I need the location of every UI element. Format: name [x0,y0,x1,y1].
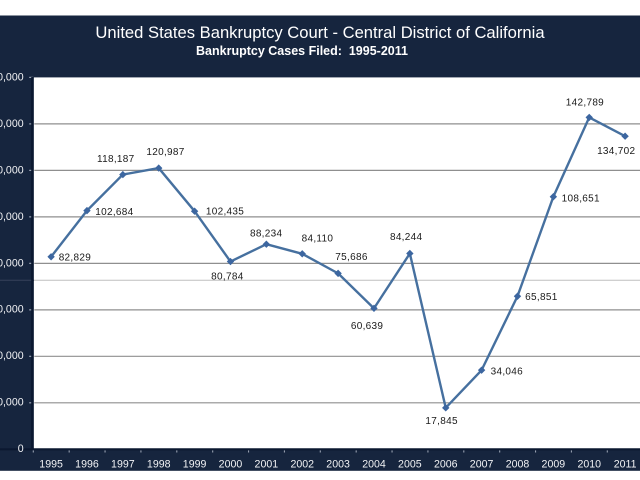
svg-text:1998: 1998 [147,458,171,470]
svg-text:75,686: 75,686 [335,252,368,263]
svg-text:2008: 2008 [506,458,530,470]
svg-text:2002: 2002 [290,458,314,470]
svg-text:160,000: 160,000 [0,71,24,83]
svg-text:1995: 1995 [39,458,63,470]
svg-text:1999: 1999 [183,458,207,470]
svg-text:2005: 2005 [398,458,422,470]
svg-text:2004: 2004 [362,458,386,470]
svg-text:140,000: 140,000 [0,118,24,130]
svg-text:65,851: 65,851 [525,292,558,303]
svg-text:118,187: 118,187 [97,154,135,165]
svg-text:1996: 1996 [75,458,99,470]
svg-text:2010: 2010 [577,458,601,470]
svg-text:102,684: 102,684 [95,207,133,218]
svg-text:134,702: 134,702 [597,146,635,157]
svg-text:2011: 2011 [614,458,637,470]
svg-text:82,829: 82,829 [59,253,92,264]
svg-text:2003: 2003 [326,458,350,470]
svg-text:2009: 2009 [542,458,566,470]
svg-text:120,987: 120,987 [146,147,184,158]
svg-text:1997: 1997 [111,458,135,470]
svg-text:84,244: 84,244 [390,232,423,243]
svg-text:80,000: 80,000 [0,257,24,269]
svg-text:20,000: 20,000 [0,397,24,409]
svg-text:2006: 2006 [434,458,458,470]
svg-text:Bankruptcy Cases Filed: 1995-: Bankruptcy Cases Filed: 1995-2011 [196,44,408,58]
svg-text:84,110: 84,110 [302,234,334,245]
svg-text:80,784: 80,784 [211,272,244,283]
svg-text:2001: 2001 [255,458,279,470]
svg-text:2007: 2007 [470,458,494,470]
svg-text:60,639: 60,639 [351,321,384,332]
svg-text:2000: 2000 [219,458,243,470]
svg-text:United States Bankruptcy Court: United States Bankruptcy Court - Central… [95,23,545,42]
svg-text:60,000: 60,000 [0,304,24,316]
svg-text:88,234: 88,234 [250,228,283,239]
svg-text:100,000: 100,000 [0,211,24,223]
svg-text:108,651: 108,651 [562,193,600,204]
svg-text:102,435: 102,435 [206,207,244,218]
svg-text:142,789: 142,789 [566,97,604,108]
svg-text:34,046: 34,046 [491,366,524,377]
svg-text:40,000: 40,000 [0,350,24,362]
svg-text:0: 0 [18,443,24,455]
svg-text:120,000: 120,000 [0,164,24,176]
svg-text:17,845: 17,845 [425,416,458,427]
